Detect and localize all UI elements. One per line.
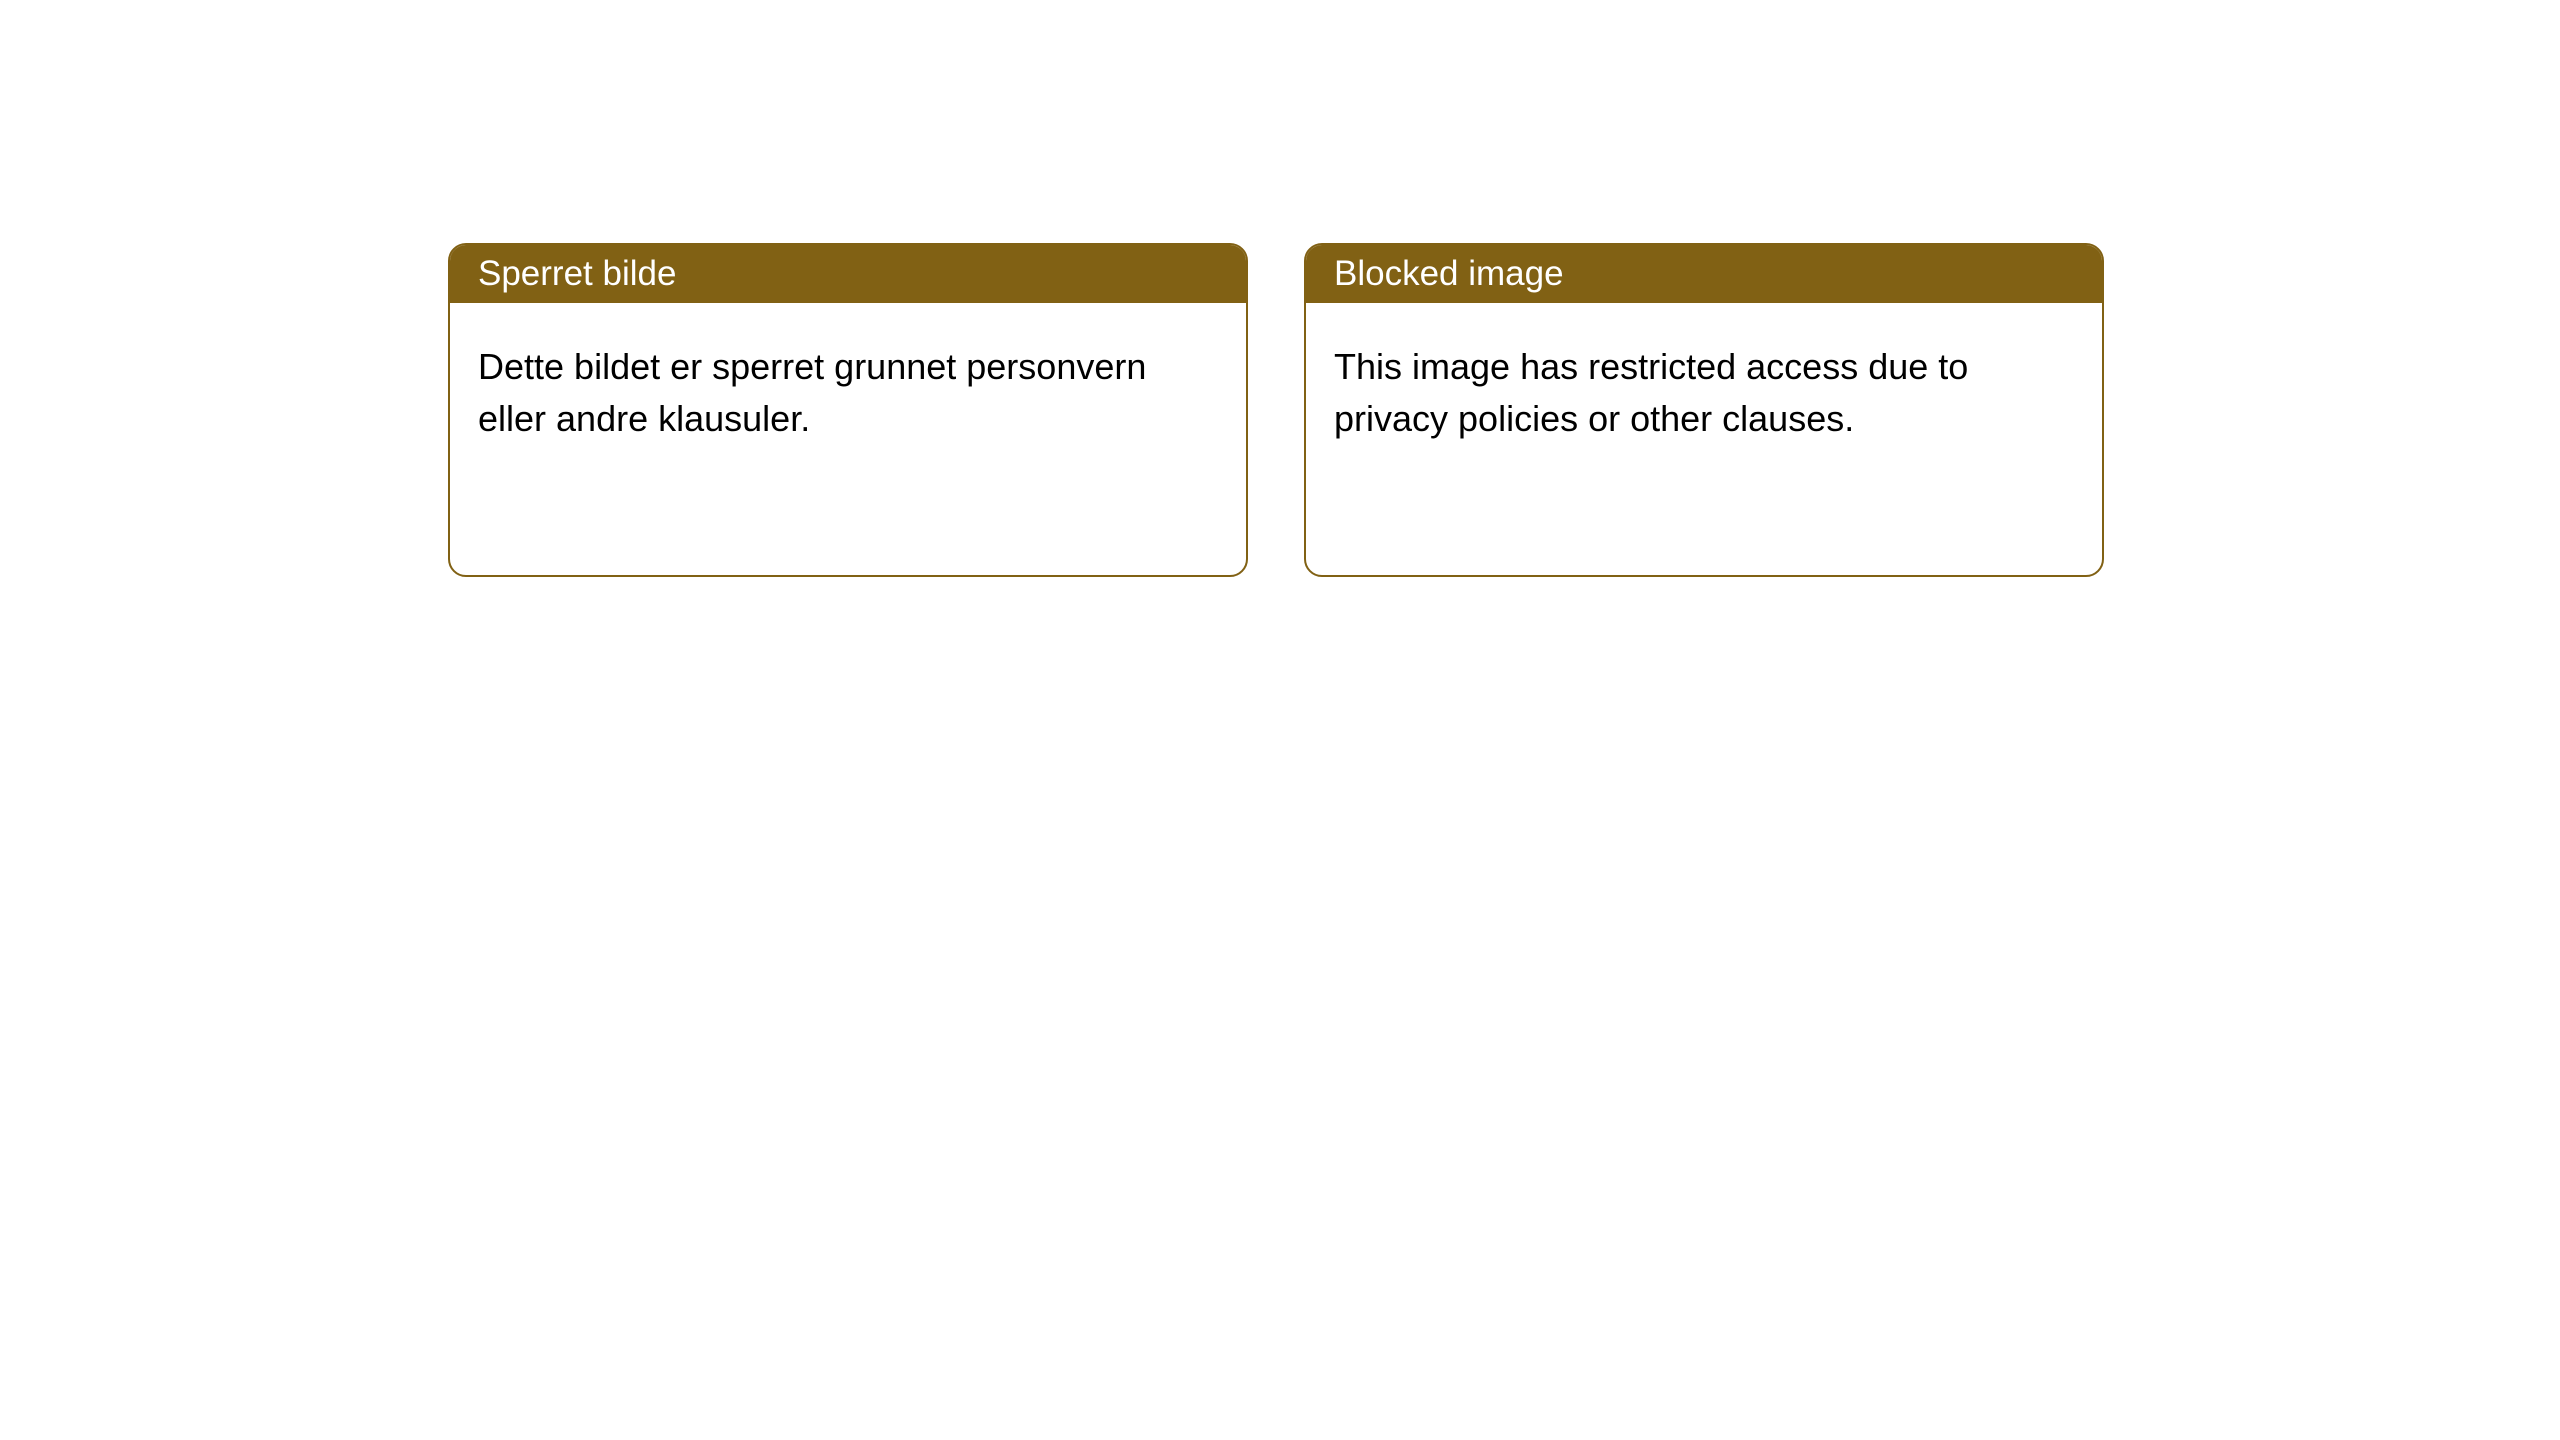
notice-card-norwegian: Sperret bilde Dette bildet er sperret gr…	[448, 243, 1248, 577]
notice-header-norwegian: Sperret bilde	[450, 245, 1246, 303]
notice-card-english: Blocked image This image has restricted …	[1304, 243, 2104, 577]
notice-body-norwegian: Dette bildet er sperret grunnet personve…	[450, 303, 1246, 483]
notice-body-english: This image has restricted access due to …	[1306, 303, 2102, 483]
notice-header-english: Blocked image	[1306, 245, 2102, 303]
notice-title-norwegian: Sperret bilde	[478, 254, 676, 293]
notice-container: Sperret bilde Dette bildet er sperret gr…	[448, 243, 2104, 577]
notice-message-english: This image has restricted access due to …	[1334, 346, 1968, 439]
notice-message-norwegian: Dette bildet er sperret grunnet personve…	[478, 346, 1146, 439]
notice-title-english: Blocked image	[1334, 254, 1564, 293]
